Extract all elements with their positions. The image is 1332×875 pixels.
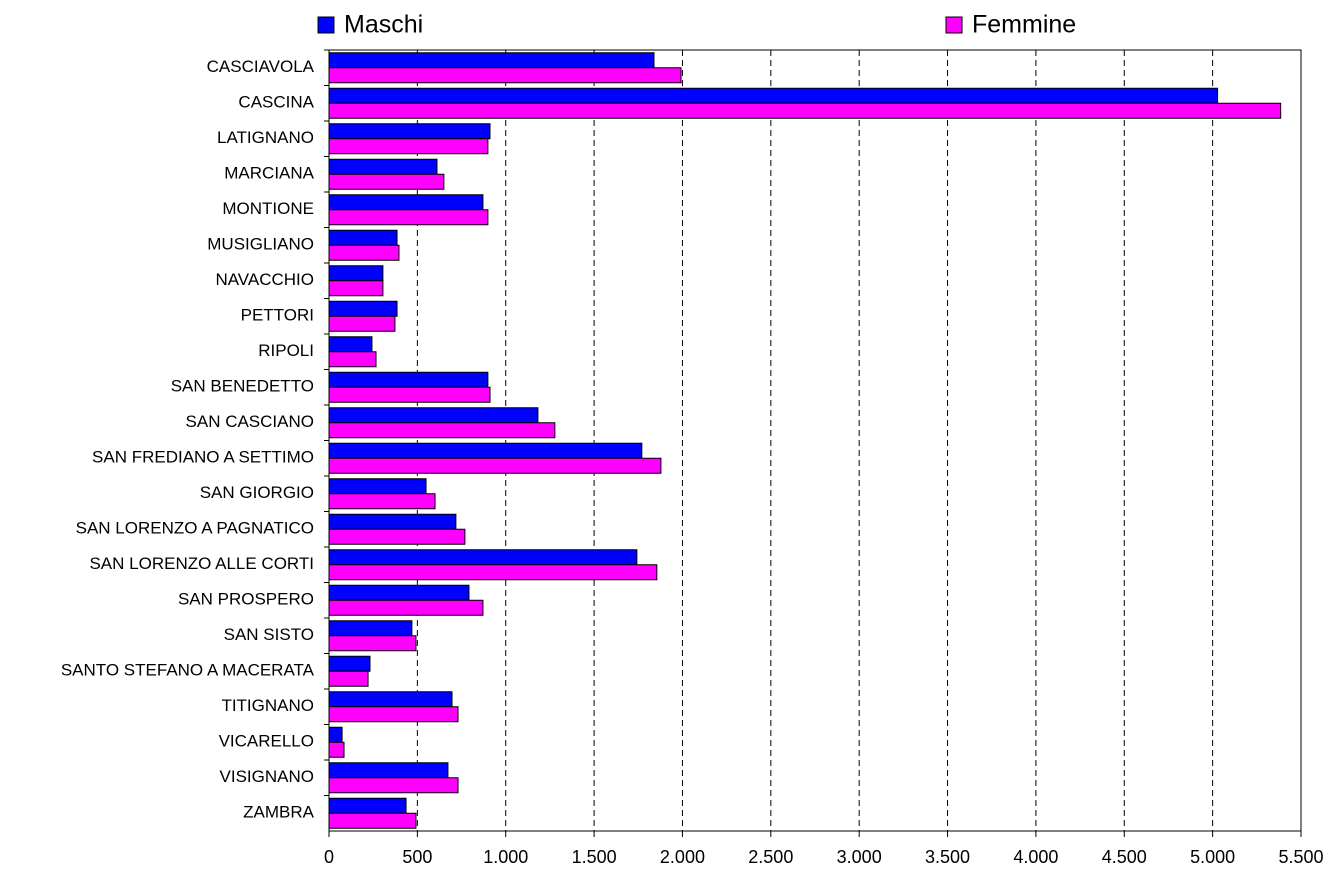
bar xyxy=(328,422,556,439)
y-tick-label: SAN LORENZO ALLE CORTI xyxy=(89,554,314,573)
bar xyxy=(328,386,491,403)
x-tick-label: 500 xyxy=(402,847,432,867)
bar xyxy=(328,102,1282,119)
bar xyxy=(328,726,343,743)
bar xyxy=(328,706,459,723)
x-tick-label: 3.000 xyxy=(837,847,882,867)
y-tick-label: LATIGNANO xyxy=(217,128,314,147)
x-tick-label: 0 xyxy=(324,847,334,867)
bar xyxy=(328,265,384,282)
x-tick-label: 1.000 xyxy=(483,847,528,867)
bar xyxy=(328,741,345,758)
y-tick-label: PETTORI xyxy=(241,306,314,325)
bar xyxy=(328,635,417,652)
bar xyxy=(328,584,470,601)
bar xyxy=(328,194,484,211)
y-tick-label: VICARELLO xyxy=(219,732,314,751)
y-tick-label: SAN CASCIANO xyxy=(186,412,314,431)
x-tick-label: 5.500 xyxy=(1278,847,1323,867)
bar xyxy=(328,513,457,530)
bar xyxy=(328,564,658,581)
bar xyxy=(328,493,436,510)
y-tick-label: SAN LORENZO A PAGNATICO xyxy=(76,519,314,538)
bar xyxy=(328,52,655,69)
x-tick-label: 4.000 xyxy=(1013,847,1058,867)
y-tick-label: RIPOLI xyxy=(258,341,314,360)
y-tick-label: SAN GIORGIO xyxy=(200,483,314,502)
bar xyxy=(328,229,398,246)
bar xyxy=(328,158,438,175)
bar xyxy=(328,478,427,495)
bar xyxy=(328,457,662,474)
legend-swatch xyxy=(945,16,963,34)
bar xyxy=(328,797,407,814)
bar xyxy=(328,549,638,566)
bar xyxy=(328,300,398,317)
bar xyxy=(328,173,445,190)
y-tick-label: MONTIONE xyxy=(222,199,314,218)
bar xyxy=(328,87,1219,104)
y-tick-label: VISIGNANO xyxy=(220,767,314,786)
bar xyxy=(328,812,417,829)
bar xyxy=(328,138,489,155)
x-tick-label: 5.000 xyxy=(1190,847,1235,867)
y-tick-label: NAVACCHIO xyxy=(215,270,314,289)
y-tick-label: CASCINA xyxy=(238,93,314,112)
y-tick-label: TITIGNANO xyxy=(221,696,314,715)
bar xyxy=(328,336,373,353)
bar xyxy=(328,209,489,226)
y-tick-label: ZAMBRA xyxy=(243,803,315,822)
y-tick-label: SAN SISTO xyxy=(224,625,314,644)
bar xyxy=(328,280,384,297)
bar xyxy=(328,442,643,459)
bar xyxy=(328,315,396,332)
bar xyxy=(328,777,459,794)
y-tick-label: SAN FREDIANO A SETTIMO xyxy=(92,448,314,467)
y-tick-label: MUSIGLIANO xyxy=(207,235,314,254)
plot-frame xyxy=(328,49,1302,832)
x-tick-label: 3.500 xyxy=(925,847,970,867)
bar xyxy=(328,371,489,388)
y-tick-label: SANTO STEFANO A MACERATA xyxy=(61,661,315,680)
legend-label: Maschi xyxy=(344,11,423,39)
bar xyxy=(328,244,400,261)
legend-swatch xyxy=(317,16,335,34)
legend-label: Femmine xyxy=(972,11,1076,39)
x-tick-label: 2.500 xyxy=(748,847,793,867)
bar xyxy=(328,351,377,368)
bar xyxy=(328,655,371,672)
bar xyxy=(328,762,449,779)
bar xyxy=(328,670,369,687)
bar xyxy=(328,528,466,545)
y-tick-label: CASCIAVOLA xyxy=(207,57,315,76)
bar xyxy=(328,67,682,84)
x-tick-label: 2.000 xyxy=(660,847,705,867)
bar xyxy=(328,407,539,424)
y-tick-label: MARCIANA xyxy=(224,164,314,183)
bar xyxy=(328,123,491,140)
y-tick-label: SAN BENEDETTO xyxy=(171,377,314,396)
bar xyxy=(328,599,484,616)
bar xyxy=(328,620,413,637)
x-tick-label: 1.500 xyxy=(572,847,617,867)
y-tick-label: SAN PROSPERO xyxy=(178,590,314,609)
x-tick-label: 4.500 xyxy=(1102,847,1147,867)
bar xyxy=(328,691,453,708)
